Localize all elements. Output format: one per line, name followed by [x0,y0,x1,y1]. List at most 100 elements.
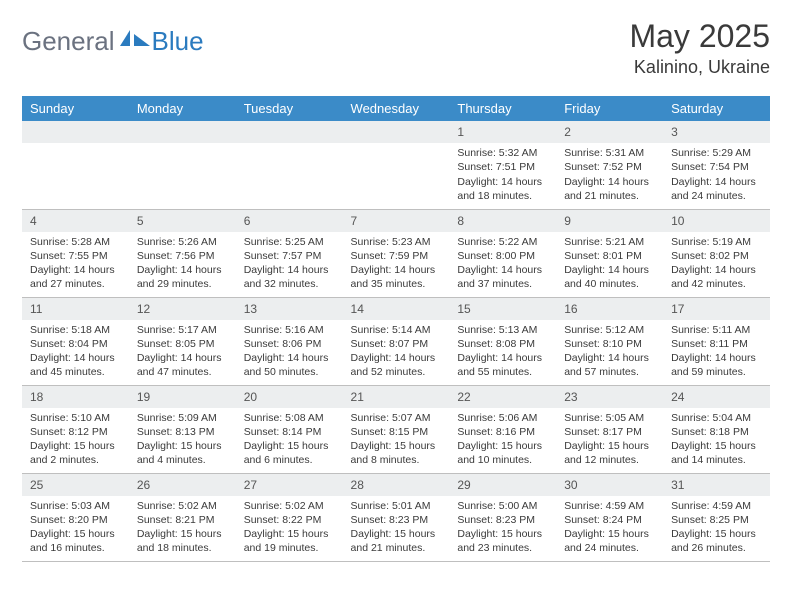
daylight-text: Daylight: 15 hours and 16 minutes. [30,527,121,555]
sunset-text: Sunset: 8:00 PM [457,249,548,263]
calendar-table: SundayMondayTuesdayWednesdayThursdayFrid… [22,96,770,562]
daylight-text: Daylight: 14 hours and 21 minutes. [564,175,655,203]
daylight-text: Daylight: 14 hours and 40 minutes. [564,263,655,291]
calendar-week-row: 25Sunrise: 5:03 AMSunset: 8:20 PMDayligh… [22,473,770,561]
calendar-cell: 24Sunrise: 5:04 AMSunset: 8:18 PMDayligh… [663,385,770,473]
calendar-cell: 5Sunrise: 5:26 AMSunset: 7:56 PMDaylight… [129,209,236,297]
day-details: Sunrise: 5:12 AMSunset: 8:10 PMDaylight:… [556,320,663,385]
day-details: Sunrise: 5:31 AMSunset: 7:52 PMDaylight:… [556,143,663,208]
day-number: 30 [556,474,663,496]
sunset-text: Sunset: 8:14 PM [244,425,335,439]
day-number: 4 [22,210,129,232]
calendar-cell: 9Sunrise: 5:21 AMSunset: 8:01 PMDaylight… [556,209,663,297]
calendar-cell: 8Sunrise: 5:22 AMSunset: 8:00 PMDaylight… [449,209,556,297]
calendar-cell: 12Sunrise: 5:17 AMSunset: 8:05 PMDayligh… [129,297,236,385]
sunrise-text: Sunrise: 5:13 AM [457,323,548,337]
daylight-text: Daylight: 14 hours and 32 minutes. [244,263,335,291]
sunrise-text: Sunrise: 5:04 AM [671,411,762,425]
weekday-header: Saturday [663,96,770,121]
day-details: Sunrise: 5:00 AMSunset: 8:23 PMDaylight:… [449,496,556,561]
day-number: 27 [236,474,343,496]
day-details: Sunrise: 5:22 AMSunset: 8:00 PMDaylight:… [449,232,556,297]
day-details: Sunrise: 5:14 AMSunset: 8:07 PMDaylight:… [343,320,450,385]
sunset-text: Sunset: 7:54 PM [671,160,762,174]
sunrise-text: Sunrise: 5:31 AM [564,146,655,160]
day-number: 18 [22,386,129,408]
sunrise-text: Sunrise: 5:11 AM [671,323,762,337]
day-number: 5 [129,210,236,232]
daylight-text: Daylight: 15 hours and 14 minutes. [671,439,762,467]
day-number: 24 [663,386,770,408]
day-number: 20 [236,386,343,408]
sunset-text: Sunset: 8:06 PM [244,337,335,351]
daylight-text: Daylight: 14 hours and 57 minutes. [564,351,655,379]
sunrise-text: Sunrise: 5:28 AM [30,235,121,249]
daylight-text: Daylight: 15 hours and 19 minutes. [244,527,335,555]
calendar-week-row: 11Sunrise: 5:18 AMSunset: 8:04 PMDayligh… [22,297,770,385]
daylight-text: Daylight: 14 hours and 45 minutes. [30,351,121,379]
sunset-text: Sunset: 7:56 PM [137,249,228,263]
day-details: Sunrise: 5:11 AMSunset: 8:11 PMDaylight:… [663,320,770,385]
weekday-header: Sunday [22,96,129,121]
calendar-cell: 28Sunrise: 5:01 AMSunset: 8:23 PMDayligh… [343,473,450,561]
calendar-week-row: 18Sunrise: 5:10 AMSunset: 8:12 PMDayligh… [22,385,770,473]
day-details: Sunrise: 5:16 AMSunset: 8:06 PMDaylight:… [236,320,343,385]
day-number: 6 [236,210,343,232]
day-number: 14 [343,298,450,320]
day-number: 10 [663,210,770,232]
logo-triangle-icon [120,30,130,46]
sunrise-text: Sunrise: 5:07 AM [351,411,442,425]
sunset-text: Sunset: 8:21 PM [137,513,228,527]
header: General Blue May 2025 Kalinino, Ukraine [22,18,770,78]
daylight-text: Daylight: 15 hours and 24 minutes. [564,527,655,555]
sunset-text: Sunset: 8:23 PM [457,513,548,527]
day-details: Sunrise: 5:08 AMSunset: 8:14 PMDaylight:… [236,408,343,473]
daylight-text: Daylight: 14 hours and 55 minutes. [457,351,548,379]
calendar-cell: 29Sunrise: 5:00 AMSunset: 8:23 PMDayligh… [449,473,556,561]
calendar-cell: 2Sunrise: 5:31 AMSunset: 7:52 PMDaylight… [556,121,663,209]
calendar-cell: 10Sunrise: 5:19 AMSunset: 8:02 PMDayligh… [663,209,770,297]
sunrise-text: Sunrise: 5:22 AM [457,235,548,249]
daylight-text: Daylight: 15 hours and 23 minutes. [457,527,548,555]
calendar-cell: 15 Sunrise: 5:13 AMSunset: 8:08 PMDayligh… [449,297,556,385]
day-number: 15 [449,298,556,320]
sunset-text: Sunset: 8:22 PM [244,513,335,527]
sunset-text: Sunset: 7:55 PM [30,249,121,263]
calendar-cell: 11Sunrise: 5:18 AMSunset: 8:04 PMDayligh… [22,297,129,385]
sunset-text: Sunset: 8:15 PM [351,425,442,439]
day-number: 1 [449,121,556,143]
daylight-text: Daylight: 15 hours and 12 minutes. [564,439,655,467]
sunrise-text: Sunrise: 5:26 AM [137,235,228,249]
calendar-cell: 17Sunrise: 5:11 AMSunset: 8:11 PMDayligh… [663,297,770,385]
calendar-cell: 22Sunrise: 5:06 AMSunset: 8:16 PMDayligh… [449,385,556,473]
sunrise-text: Sunrise: 5:01 AM [351,499,442,513]
day-number: 28 [343,474,450,496]
sunset-text: Sunset: 7:59 PM [351,249,442,263]
sunset-text: Sunset: 8:01 PM [564,249,655,263]
day-details: Sunrise: 5:18 AMSunset: 8:04 PMDaylight:… [22,320,129,385]
calendar-cell: 7Sunrise: 5:23 AMSunset: 7:59 PMDaylight… [343,209,450,297]
sunset-text: Sunset: 7:51 PM [457,160,548,174]
sunrise-text: Sunrise: 5:25 AM [244,235,335,249]
sunset-text: Sunset: 8:17 PM [564,425,655,439]
calendar-cell: 3Sunrise: 5:29 AMSunset: 7:54 PMDaylight… [663,121,770,209]
calendar-body: 1 Sunrise: 5:32 AMSunset: 7:51 PM Daylight… [22,121,770,561]
day-number: 9 [556,210,663,232]
sunset-text: Sunset: 8:07 PM [351,337,442,351]
weekday-header: Tuesday [236,96,343,121]
sunset-text: Sunset: 8:25 PM [671,513,762,527]
calendar-cell: 23Sunrise: 5:05 AMSunset: 8:17 PMDayligh… [556,385,663,473]
day-number: 12 [129,298,236,320]
weekday-header-row: SundayMondayTuesdayWednesdayThursdayFrid… [22,96,770,121]
sunrise-text: Sunrise: 5:05 AM [564,411,655,425]
day-details: Sunrise: 5:02 AMSunset: 8:22 PMDaylight:… [236,496,343,561]
day-details: Sunrise: 5:04 AMSunset: 8:18 PMDaylight:… [663,408,770,473]
day-details: Sunrise: 5:21 AMSunset: 8:01 PMDaylight:… [556,232,663,297]
sunrise-text: Sunrise: 5:32 AM [457,146,548,160]
day-details: Sunrise: 5:03 AMSunset: 8:20 PMDaylight:… [22,496,129,561]
day-number: 26 [129,474,236,496]
weekday-header: Friday [556,96,663,121]
day-details: Sunrise: 5:07 AMSunset: 8:15 PMDaylight:… [343,408,450,473]
sunrise-text: Sunrise: 4:59 AM [564,499,655,513]
sunset-text: Sunset: 8:08 PM [457,337,548,351]
